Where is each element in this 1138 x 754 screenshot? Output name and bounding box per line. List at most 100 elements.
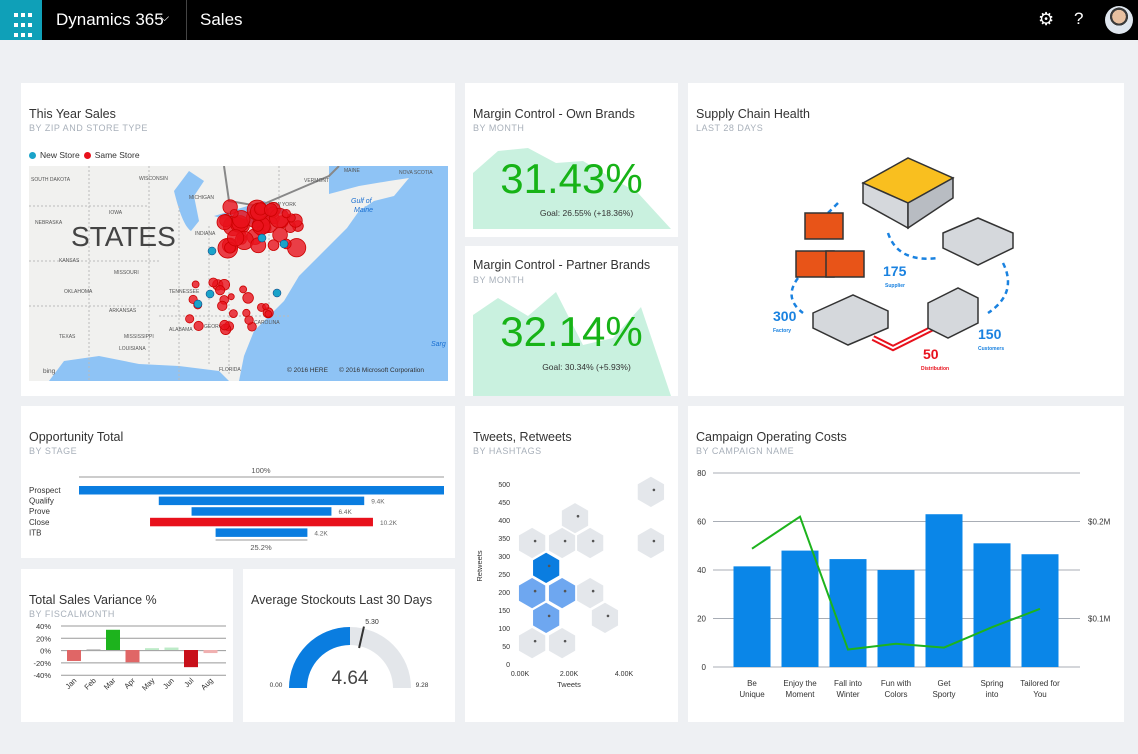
tile-opportunity-total[interactable]: Opportunity Total BY STAGE 100% 25.2% Pr… — [21, 406, 455, 558]
y-tick-label: 400 — [498, 518, 510, 525]
svg-text:SOUTH DAKOTA: SOUTH DAKOTA — [31, 177, 71, 183]
hex-cell — [547, 626, 577, 660]
svg-text:INDIANA: INDIANA — [195, 231, 216, 237]
chevron-down-icon[interactable]: ⌵ — [160, 10, 170, 24]
data-point — [591, 589, 595, 593]
campaign-bar — [877, 570, 915, 667]
x-tick-label: Spring into — [980, 679, 1003, 699]
x-tick-label: Apr — [122, 676, 137, 691]
new-store-marker — [205, 289, 215, 299]
same-store-marker — [191, 280, 200, 289]
kpi-value: 32.14% — [500, 308, 643, 355]
svg-text:NEW YORK: NEW YORK — [269, 202, 297, 208]
tile-supply-chain-health[interactable]: Supply Chain Health LAST 28 DAYS 175 Supp… — [688, 83, 1124, 396]
svg-text:LOUISIANA: LOUISIANA — [119, 346, 146, 352]
svg-text:NOVA SCOTIA: NOVA SCOTIA — [399, 170, 433, 176]
campaign-cost-line — [751, 515, 1041, 651]
svg-text:KANSAS: KANSAS — [59, 258, 80, 264]
avatar[interactable] — [1105, 6, 1133, 34]
x-tick-label: Jun — [161, 676, 176, 691]
tile-this-year-sales[interactable]: This Year Sales BY ZIP AND STORE TYPE Ne… — [21, 83, 455, 396]
hex-cell — [547, 526, 577, 560]
data-point — [563, 639, 567, 643]
factory-icon — [795, 212, 865, 278]
gauge-target-label: 5.30 — [365, 619, 379, 626]
y-tick-label: -40% — [33, 671, 51, 680]
svg-text:ALABAMA: ALABAMA — [169, 327, 193, 333]
svg-text:TENNESSEE: TENNESSEE — [169, 289, 200, 295]
campaign-bar — [973, 543, 1011, 667]
same-store-marker — [229, 309, 238, 318]
tile-subtitle: BY MONTH — [473, 275, 525, 285]
y-tick-label: 0 — [702, 663, 707, 672]
funnel-bar — [215, 528, 308, 537]
y2-tick-label: $0.1M — [1088, 615, 1111, 624]
new-store-marker — [257, 233, 267, 243]
y2-tick-label: $0.2M — [1088, 518, 1111, 527]
x-tick-label: Aug — [199, 676, 215, 692]
funnel-bar — [150, 517, 373, 527]
svg-text:FLORIDA: FLORIDA — [219, 367, 241, 373]
y-tick-label: 150 — [498, 608, 510, 615]
funnel-stage-label: ITB — [29, 528, 41, 537]
svg-text:MISSOURI: MISSOURI — [114, 270, 139, 276]
tile-subtitle: BY STAGE — [29, 446, 78, 456]
same-store-marker — [217, 300, 228, 312]
gauge-chart: 4.64 0.00 9.28 5.30 — [270, 619, 429, 689]
x-tick-label: 0.00K — [511, 671, 530, 678]
variance-bar — [164, 647, 179, 650]
factory-value: 300 — [773, 308, 797, 324]
help-icon[interactable]: ? — [1074, 9, 1084, 28]
factory-label: Factory — [773, 328, 791, 334]
x-tick-label: Jan — [63, 676, 78, 691]
same-store-marker — [219, 319, 230, 331]
same-store-marker — [226, 229, 245, 247]
x-axis-label: Tweets — [557, 680, 581, 689]
gauge-max: 9.28 — [416, 682, 429, 689]
funnel-value-label: 10.2K — [380, 520, 398, 527]
app-name[interactable]: Dynamics 365 — [56, 10, 164, 29]
tile-margin-partner-brands[interactable]: Margin Control - Partner Brands BY MONTH… — [465, 246, 678, 396]
gauge-value: 4.64 — [332, 668, 369, 689]
y-tick-label: 40 — [697, 566, 706, 575]
x-tick-label: Get Sporty — [932, 679, 955, 699]
tile-total-sales-variance[interactable]: Total Sales Variance % BY FISCALMONTH 40… — [21, 569, 233, 722]
tile-campaign-operating-costs[interactable]: Campaign Operating Costs BY CAMPAIGN NAM… — [688, 406, 1124, 722]
gear-icon[interactable]: ⚙ — [1038, 9, 1055, 29]
tile-tweets-retweets[interactable]: Tweets, Retweets BY HASHTAGS 500 450 400 35… — [465, 406, 678, 722]
y-axis-label: Retweets — [475, 550, 484, 582]
x-tick-label: May — [140, 676, 157, 693]
divider — [186, 0, 187, 40]
legend-label: Same Store — [94, 150, 140, 160]
hex-cell — [636, 475, 666, 509]
svg-text:ARKANSAS: ARKANSAS — [109, 308, 137, 314]
top-bar: Dynamics 365 ⌵ Sales ⚙ ? — [0, 0, 1138, 40]
campaign-bar — [781, 550, 819, 667]
store-markers — [185, 199, 307, 335]
hex-cell — [575, 526, 605, 560]
funnel-stage-label: Prospect — [29, 486, 61, 495]
funnel-bar — [79, 486, 444, 495]
waffle-icon[interactable] — [0, 0, 42, 40]
data-point — [533, 539, 537, 543]
variance-bar — [86, 649, 101, 650]
data-point — [563, 589, 567, 593]
area-name[interactable]: Sales — [200, 10, 243, 29]
hex-cell — [590, 601, 620, 635]
svg-text:GEORGIA: GEORGIA — [204, 324, 228, 330]
map[interactable]: SOUTH DAKOTA WISCONSIN MICHIGAN IOWA NEBRAS… — [29, 166, 448, 381]
svg-text:Maine: Maine — [354, 207, 373, 214]
new-store-marker — [207, 246, 217, 256]
supply-chain-illustration: 175 Supplier 300 Factory 150 Customers 50 Di… — [773, 157, 1014, 372]
variance-bar — [125, 650, 140, 663]
funnel-stage-label: Qualify — [29, 497, 54, 506]
tile-subtitle: BY CAMPAIGN NAME — [696, 446, 795, 456]
tile-margin-own-brands[interactable]: Margin Control - Own Brands BY MONTH 31.… — [465, 83, 678, 237]
hex-cell — [517, 626, 547, 660]
tile-title: Margin Control - Own Brands — [473, 107, 635, 121]
same-store-marker — [251, 219, 264, 232]
customers-value: 150 — [978, 326, 1002, 342]
map-overlay-label: STATES — [71, 221, 176, 252]
tile-average-stockouts[interactable]: Average Stockouts Last 30 Days 4.64 0.00 9… — [243, 569, 455, 722]
